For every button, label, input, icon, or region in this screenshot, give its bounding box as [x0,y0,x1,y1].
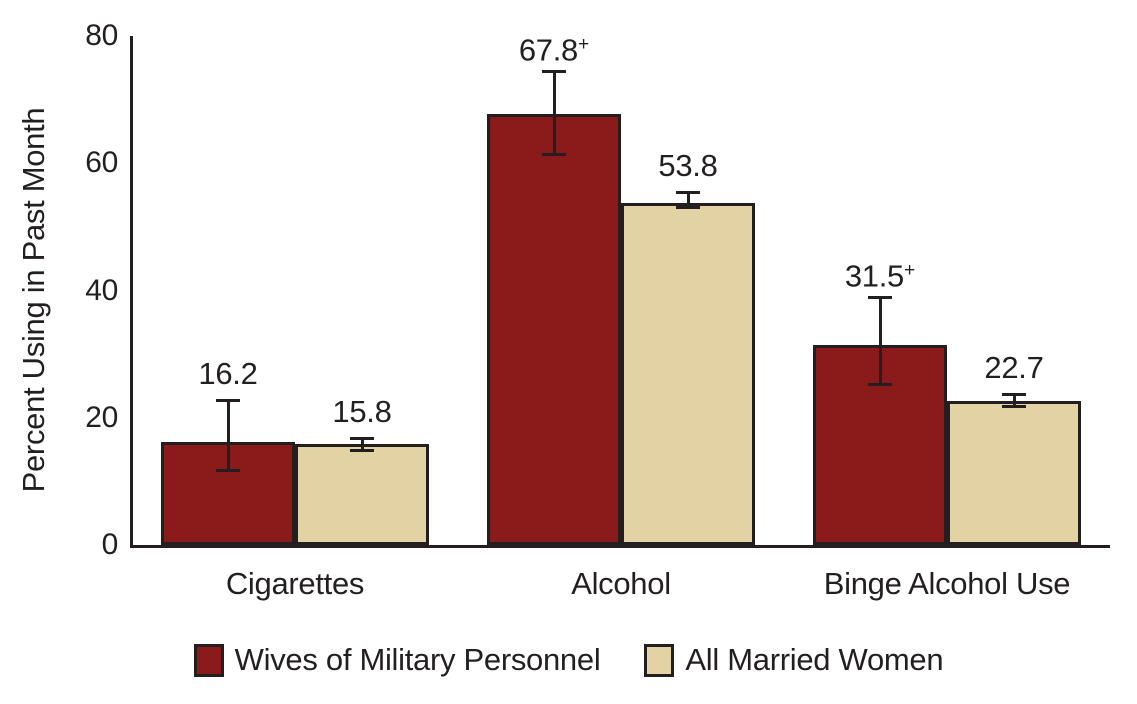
bar [487,113,621,545]
error-bar-line [686,191,690,210]
value-label: 53.8 [658,148,718,184]
category-label: Alcohol [571,566,671,601]
error-bar-line [360,436,364,453]
legend-swatch-wives-of-military-personnel [193,643,224,677]
error-bar-line [1012,392,1016,408]
plot-area: 16.2 67.8+ 31.5+ 15.8 53.8 22.7 [133,32,1110,545]
category-label: Binge Alcohol Use [823,566,1071,601]
y-tick-label: 40 [85,273,118,307]
y-tick-label: 80 [85,19,118,52]
y-tick-label: 0 [101,528,119,561]
significance-flag: + [903,260,916,282]
error-bar [1002,392,1026,408]
significance-flag: + [577,33,590,55]
error-bar-line [226,399,230,472]
value-label: 16.2 [198,356,258,392]
error-bar [868,296,892,386]
category-label: Cigarettes [225,566,365,601]
legend-entry-all-married-women: All Married Women [644,641,944,679]
legend-entry-wives: Wives of Military Personnel [193,641,601,679]
error-bar [542,69,566,156]
error-bar-line [878,296,882,386]
error-bar [216,399,240,472]
bar [295,444,429,545]
legend-label: Wives of Military Personnel [234,642,601,677]
y-tick-label: 20 [85,400,118,434]
error-bar-line [552,69,556,156]
value-label: 15.8 [332,393,392,429]
bar [621,202,755,545]
legend-label: All Married Women [685,642,944,677]
legend-swatch-all-married-women [644,643,675,677]
x-axis-line [130,545,1110,548]
bar [947,400,1081,545]
legend: Wives of Military Personnel All Married … [0,641,1137,679]
value-label: 31.5+ [844,258,916,294]
error-bar [350,436,374,453]
value-label: 22.7 [984,349,1044,385]
error-bar [676,191,700,210]
y-axis-line [130,36,133,548]
value-label: 67.8+ [518,32,590,68]
y-tick-label: 60 [85,146,118,180]
